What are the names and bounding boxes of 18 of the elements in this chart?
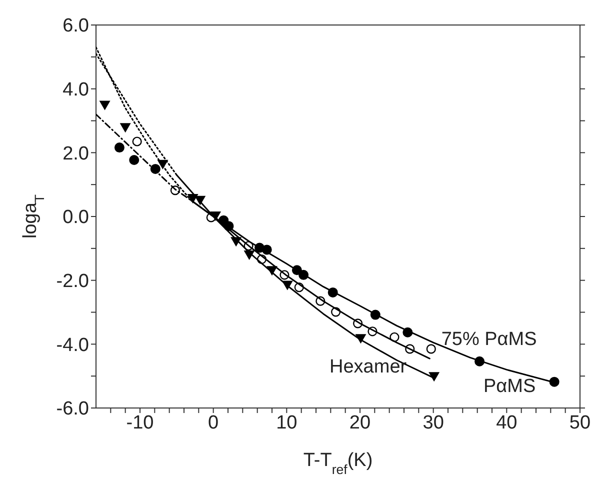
x-tick-label: 30 (422, 412, 444, 434)
x-tick-label: 0 (208, 412, 219, 434)
y-tick-label: 0.0 (62, 207, 89, 228)
annotation: 75% PαMS (441, 329, 537, 350)
y-tick-label: 6.0 (62, 16, 89, 37)
y-tick-label: 4.0 (62, 80, 89, 101)
annotation: PαMS (484, 376, 536, 397)
x-axis-title: T-T$_{ref}$(K) (303, 450, 373, 476)
y-tick-label: -4.0 (56, 334, 89, 356)
y-tick-label: -6.0 (56, 398, 89, 420)
annotation: Hexamer (330, 356, 408, 378)
y-tick-label: 2.0 (62, 143, 89, 164)
x-tick-label: 40 (496, 412, 518, 434)
y-tick-label: -2.0 (56, 271, 89, 292)
x-tick-label: 50 (569, 412, 591, 434)
x-tick-label: 10 (276, 412, 298, 434)
x-tick-label: 20 (349, 412, 371, 434)
x-tick-label: -10 (126, 412, 154, 434)
